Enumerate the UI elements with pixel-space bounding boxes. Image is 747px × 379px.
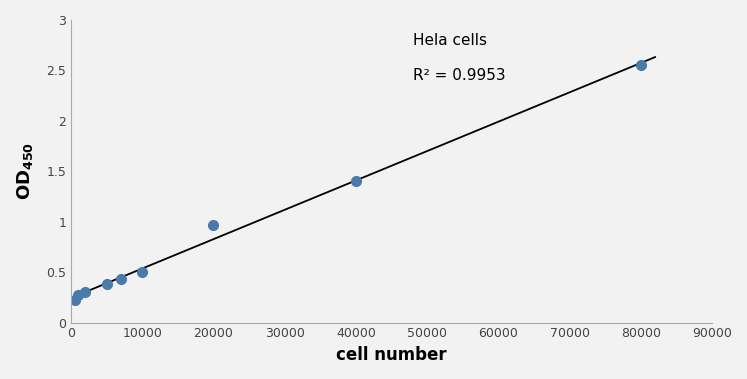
X-axis label: cell number: cell number [336, 346, 447, 364]
Point [79, 289, 91, 295]
Y-axis label: $\mathregular{OD_{450}}$: $\mathregular{OD_{450}}$ [15, 142, 35, 200]
Point [69, 298, 81, 304]
Point [208, 222, 220, 228]
Point [101, 281, 113, 287]
Point [350, 179, 362, 185]
Point [136, 269, 148, 275]
Text: Hela cells: Hela cells [413, 33, 487, 48]
Point [635, 63, 647, 69]
Point [115, 276, 127, 282]
Point [72, 292, 84, 298]
Text: R² = 0.9953: R² = 0.9953 [413, 69, 506, 83]
